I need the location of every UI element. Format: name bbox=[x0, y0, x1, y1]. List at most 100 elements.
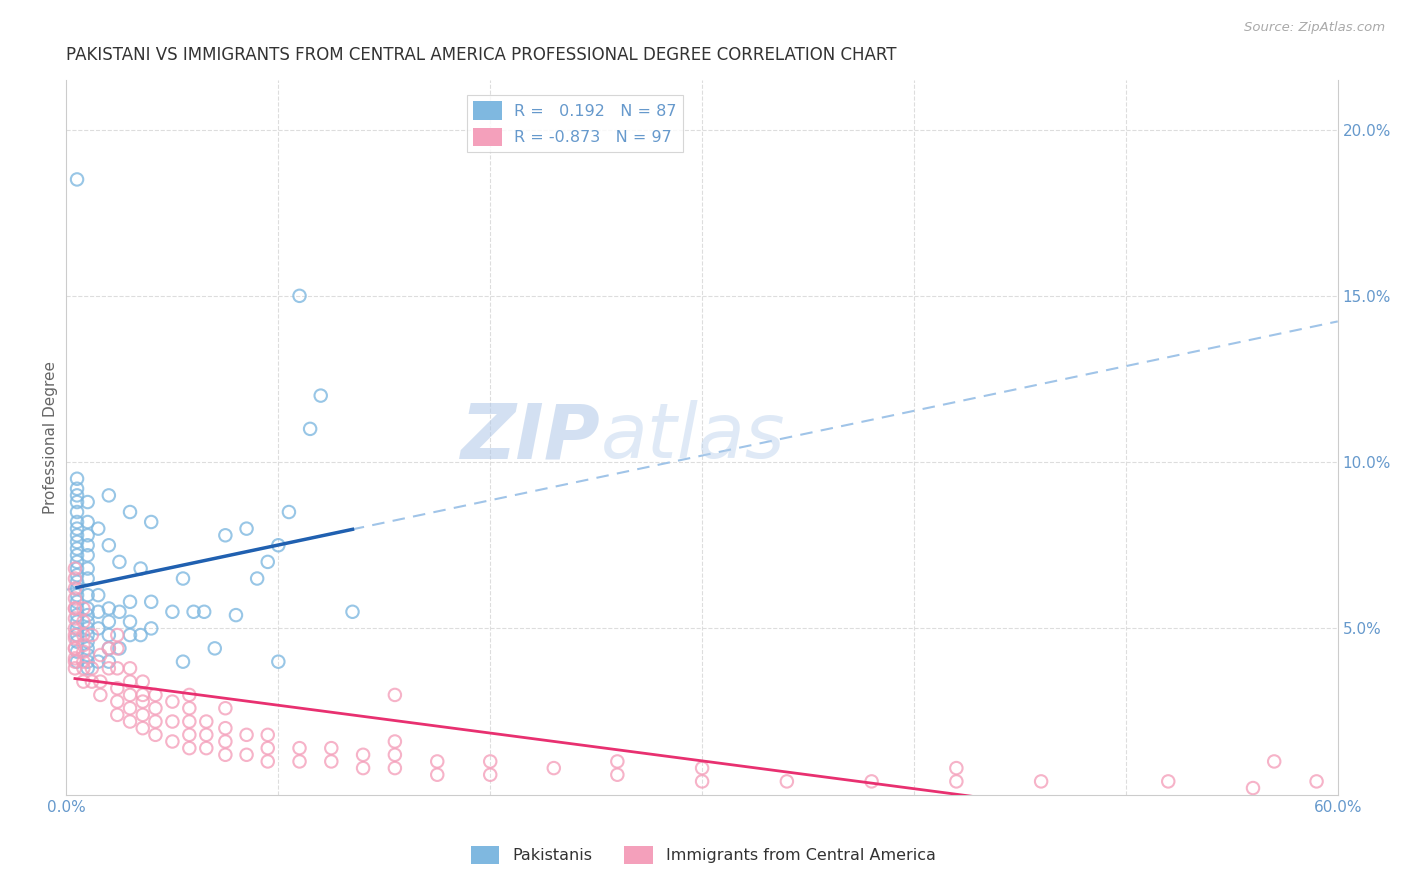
Point bbox=[1305, 774, 1327, 789]
Point bbox=[76, 495, 98, 509]
Point bbox=[172, 572, 194, 586]
Point bbox=[145, 714, 167, 729]
Point bbox=[72, 601, 94, 615]
Point bbox=[66, 495, 89, 509]
Point bbox=[1263, 755, 1285, 769]
Point bbox=[132, 707, 155, 722]
Point bbox=[267, 538, 290, 552]
Point bbox=[179, 741, 201, 756]
Point bbox=[235, 522, 257, 536]
Point bbox=[162, 695, 184, 709]
Legend: R =   0.192   N = 87, R = -0.873   N = 97: R = 0.192 N = 87, R = -0.873 N = 97 bbox=[467, 95, 683, 153]
Point bbox=[426, 768, 449, 782]
Point bbox=[66, 488, 89, 502]
Text: PAKISTANI VS IMMIGRANTS FROM CENTRAL AMERICA PROFESSIONAL DEGREE CORRELATION CHA: PAKISTANI VS IMMIGRANTS FROM CENTRAL AME… bbox=[66, 46, 897, 64]
Point bbox=[132, 721, 155, 735]
Point bbox=[309, 389, 332, 403]
Point bbox=[118, 714, 141, 729]
Point bbox=[66, 528, 89, 542]
Point bbox=[256, 755, 278, 769]
Point bbox=[63, 591, 86, 606]
Point bbox=[66, 621, 89, 635]
Point bbox=[132, 688, 155, 702]
Point bbox=[479, 755, 502, 769]
Point bbox=[267, 655, 290, 669]
Point bbox=[63, 621, 86, 635]
Point bbox=[108, 641, 131, 656]
Point bbox=[195, 728, 218, 742]
Point bbox=[72, 615, 94, 629]
Point bbox=[342, 605, 364, 619]
Point bbox=[87, 522, 110, 536]
Point bbox=[105, 707, 128, 722]
Point bbox=[172, 655, 194, 669]
Point bbox=[66, 628, 89, 642]
Point bbox=[72, 638, 94, 652]
Point bbox=[118, 628, 141, 642]
Point bbox=[321, 755, 343, 769]
Point bbox=[97, 655, 120, 669]
Point bbox=[384, 688, 406, 702]
Point bbox=[108, 605, 131, 619]
Point bbox=[76, 608, 98, 623]
Point bbox=[66, 535, 89, 549]
Point bbox=[76, 528, 98, 542]
Point bbox=[214, 747, 236, 762]
Point bbox=[72, 655, 94, 669]
Y-axis label: Professional Degree: Professional Degree bbox=[44, 360, 58, 514]
Point bbox=[145, 688, 167, 702]
Point bbox=[118, 674, 141, 689]
Point bbox=[63, 655, 86, 669]
Point bbox=[76, 661, 98, 675]
Point bbox=[66, 655, 89, 669]
Point bbox=[72, 628, 94, 642]
Point bbox=[66, 172, 89, 186]
Point bbox=[179, 701, 201, 715]
Point bbox=[76, 572, 98, 586]
Point bbox=[97, 538, 120, 552]
Point bbox=[63, 582, 86, 596]
Point bbox=[118, 661, 141, 675]
Point bbox=[66, 561, 89, 575]
Point bbox=[108, 555, 131, 569]
Point bbox=[945, 774, 967, 789]
Point bbox=[76, 538, 98, 552]
Point bbox=[1241, 780, 1264, 795]
Point bbox=[256, 555, 278, 569]
Point bbox=[543, 761, 565, 775]
Point bbox=[76, 615, 98, 629]
Point bbox=[105, 628, 128, 642]
Legend: Pakistanis, Immigrants from Central America: Pakistanis, Immigrants from Central Amer… bbox=[464, 839, 942, 871]
Point bbox=[105, 681, 128, 696]
Point bbox=[97, 601, 120, 615]
Point bbox=[76, 588, 98, 602]
Point bbox=[214, 528, 236, 542]
Point bbox=[97, 661, 120, 675]
Point bbox=[235, 728, 257, 742]
Point bbox=[63, 651, 86, 665]
Point bbox=[63, 641, 86, 656]
Point bbox=[97, 641, 120, 656]
Point bbox=[141, 621, 163, 635]
Point bbox=[76, 561, 98, 575]
Point bbox=[63, 661, 86, 675]
Point bbox=[183, 605, 205, 619]
Point bbox=[97, 641, 120, 656]
Point bbox=[145, 728, 167, 742]
Point bbox=[66, 615, 89, 629]
Point bbox=[63, 628, 86, 642]
Text: ZIP: ZIP bbox=[461, 401, 600, 475]
Point bbox=[1157, 774, 1180, 789]
Point bbox=[860, 774, 883, 789]
Point bbox=[76, 601, 98, 615]
Point bbox=[76, 641, 98, 656]
Point bbox=[162, 605, 184, 619]
Point bbox=[63, 611, 86, 625]
Point bbox=[89, 688, 111, 702]
Point bbox=[479, 768, 502, 782]
Point bbox=[66, 515, 89, 529]
Point bbox=[195, 741, 218, 756]
Point bbox=[66, 634, 89, 648]
Point bbox=[66, 608, 89, 623]
Point bbox=[606, 755, 628, 769]
